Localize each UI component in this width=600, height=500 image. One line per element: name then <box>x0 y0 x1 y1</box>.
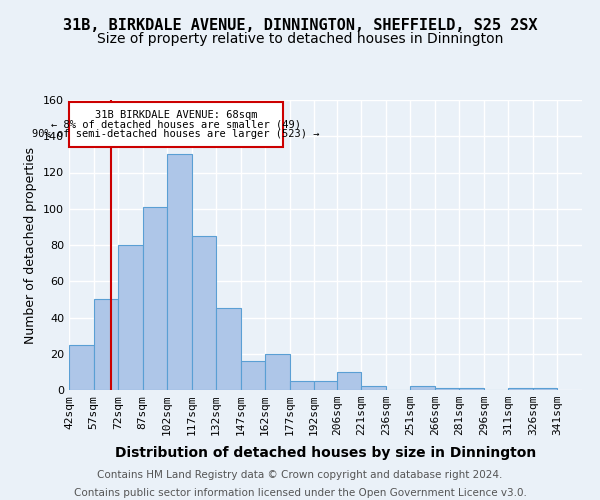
X-axis label: Distribution of detached houses by size in Dinnington: Distribution of detached houses by size … <box>115 446 536 460</box>
Bar <box>118 245 143 390</box>
Text: ← 8% of detached houses are smaller (49): ← 8% of detached houses are smaller (49) <box>51 120 301 130</box>
Bar <box>361 386 386 390</box>
Bar <box>216 308 241 390</box>
Text: Contains HM Land Registry data © Crown copyright and database right 2024.: Contains HM Land Registry data © Crown c… <box>97 470 503 480</box>
Bar <box>191 236 216 390</box>
Bar <box>314 381 338 390</box>
Bar <box>265 354 290 390</box>
FancyBboxPatch shape <box>69 102 283 147</box>
Bar <box>435 388 460 390</box>
Y-axis label: Number of detached properties: Number of detached properties <box>25 146 37 344</box>
Bar <box>460 388 484 390</box>
Bar <box>410 386 435 390</box>
Bar <box>143 207 167 390</box>
Text: 31B, BIRKDALE AVENUE, DINNINGTON, SHEFFIELD, S25 2SX: 31B, BIRKDALE AVENUE, DINNINGTON, SHEFFI… <box>63 18 537 32</box>
Bar <box>508 388 533 390</box>
Bar <box>94 300 118 390</box>
Bar <box>167 154 191 390</box>
Text: 31B BIRKDALE AVENUE: 68sqm: 31B BIRKDALE AVENUE: 68sqm <box>95 110 257 120</box>
Bar <box>290 381 314 390</box>
Bar <box>337 372 361 390</box>
Text: 90% of semi-detached houses are larger (523) →: 90% of semi-detached houses are larger (… <box>32 130 320 140</box>
Bar <box>69 344 94 390</box>
Bar <box>241 361 265 390</box>
Text: Size of property relative to detached houses in Dinnington: Size of property relative to detached ho… <box>97 32 503 46</box>
Text: Contains public sector information licensed under the Open Government Licence v3: Contains public sector information licen… <box>74 488 526 498</box>
Bar <box>533 388 557 390</box>
